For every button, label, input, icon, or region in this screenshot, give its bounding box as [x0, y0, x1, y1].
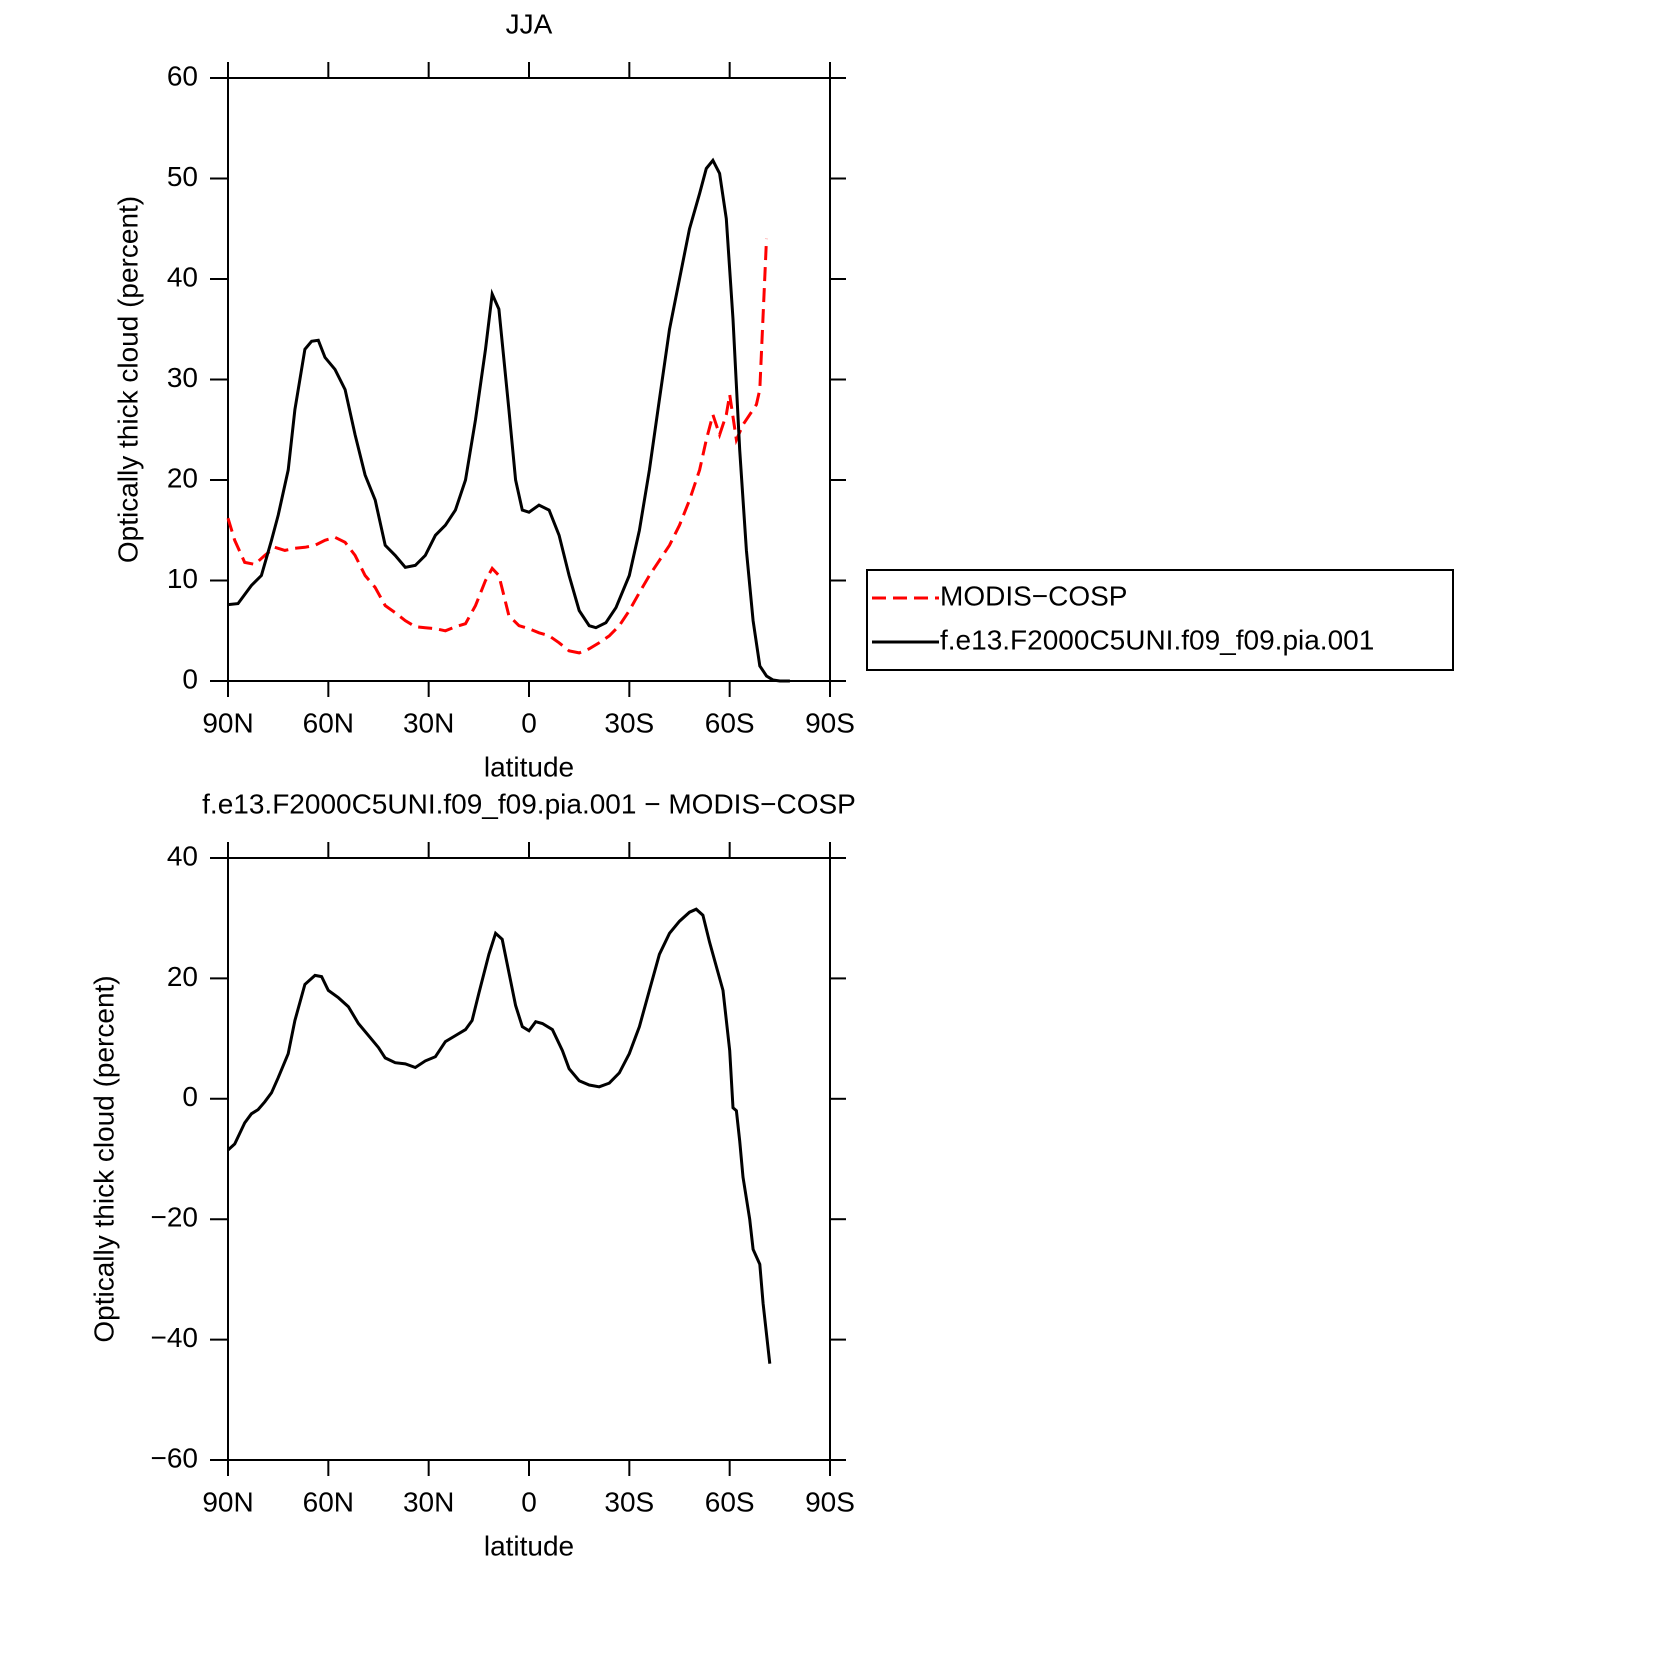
chart-title: f.e13.F2000C5UNI.f09_f09.pia.001 − MODIS… [202, 788, 856, 819]
x-tick-label: 30S [604, 707, 654, 738]
y-tick-label: 10 [167, 563, 198, 594]
y-tick-label: 30 [167, 362, 198, 393]
y-tick-label: −40 [151, 1322, 199, 1353]
legend-box [866, 569, 1454, 671]
plot-frame [227, 77, 831, 682]
y-tick-label: 0 [182, 663, 198, 694]
x-axis-label: latitude [484, 1530, 574, 1561]
y-tick-label: −20 [151, 1202, 199, 1233]
y-tick-label: 50 [167, 161, 198, 192]
y-tick-label: −60 [151, 1442, 199, 1473]
x-tick-label: 0 [521, 707, 537, 738]
x-tick-label: 30N [403, 1486, 454, 1517]
y-tick-label: 40 [167, 261, 198, 292]
chart-title: JJA [506, 8, 553, 39]
x-tick-label: 90S [805, 1486, 855, 1517]
y-tick-label: 0 [182, 1081, 198, 1112]
y-axis-label: Optically thick cloud (percent) [88, 975, 119, 1342]
y-axis-label: Optically thick cloud (percent) [112, 196, 143, 563]
x-tick-label: 90N [202, 1486, 253, 1517]
x-tick-label: 90N [202, 707, 253, 738]
legend-label: MODIS−COSP [940, 580, 1127, 611]
data-line [226, 238, 768, 655]
y-tick-label: 40 [167, 840, 198, 871]
legend-label: f.e13.F2000C5UNI.f09_f09.pia.001 [940, 624, 1374, 655]
y-tick-label: 20 [167, 961, 198, 992]
x-tick-label: 60N [303, 707, 354, 738]
x-tick-label: 0 [521, 1486, 537, 1517]
plot-frame [227, 857, 831, 1461]
x-axis-label: latitude [484, 751, 574, 782]
x-tick-label: 60S [705, 707, 755, 738]
x-tick-label: 60N [303, 1486, 354, 1517]
y-tick-label: 20 [167, 462, 198, 493]
data-line [227, 157, 790, 683]
y-tick-label: 60 [167, 60, 198, 91]
data-line [226, 907, 772, 1364]
x-tick-label: 90S [805, 707, 855, 738]
x-tick-label: 60S [705, 1486, 755, 1517]
x-tick-label: 30S [604, 1486, 654, 1517]
x-tick-label: 30N [403, 707, 454, 738]
